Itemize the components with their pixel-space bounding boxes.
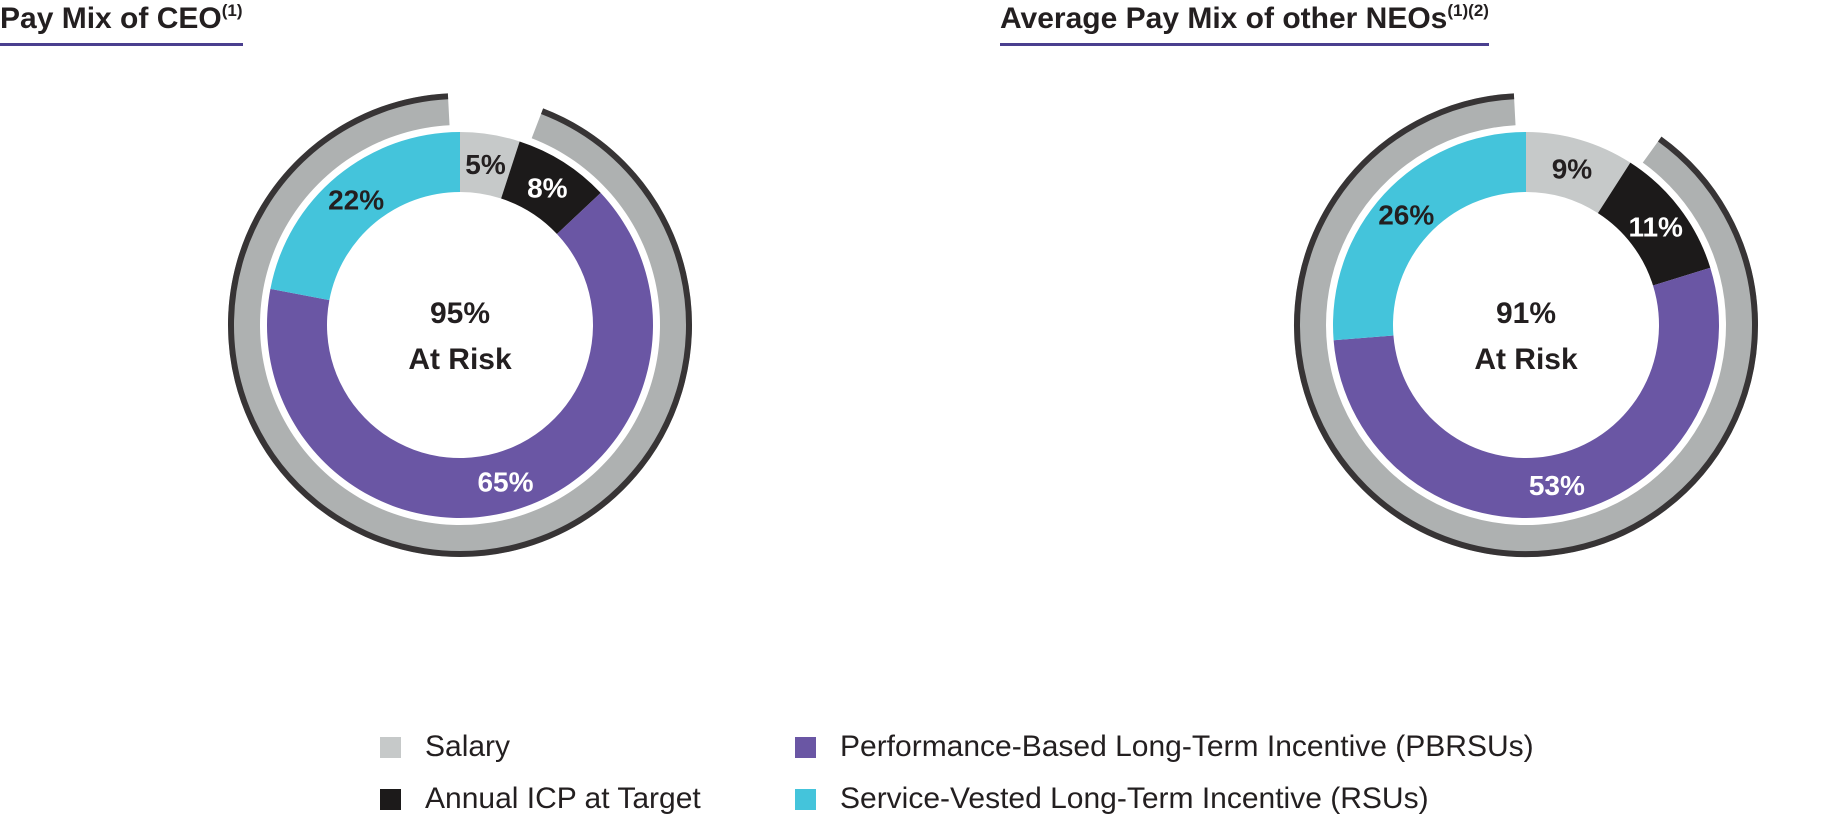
- chart-title-neo-text: Average Pay Mix of other NEOs: [1000, 2, 1448, 35]
- slice-label-neo-icp: 11%: [1628, 211, 1683, 242]
- legend-label-pbrsu: Performance-Based Long-Term Incentive (P…: [840, 730, 1534, 763]
- slice-label-ceo-icp: 8%: [527, 172, 568, 203]
- chart-title-neo: Average Pay Mix of other NEOs(1)(2): [1000, 0, 1489, 46]
- slice-ceo-pbrsu: [267, 192, 653, 518]
- slice-neo-rsu: [1333, 132, 1526, 341]
- chart-title-neo-footnote: (1)(2): [1447, 1, 1489, 20]
- donut-ceo: 5% 8% 65% 22% 95% At Risk: [227, 93, 692, 558]
- slice-ceo-icp: [501, 141, 601, 234]
- slice-neo-salary: [1526, 132, 1631, 214]
- slice-ceo-rsu: [270, 132, 460, 301]
- center-value-neo: 91%: [1496, 297, 1556, 330]
- slice-neo-pbrsu: [1333, 267, 1719, 518]
- legend-swatch-icp: [380, 788, 401, 810]
- chart-title-ceo-footnote: (1): [221, 1, 243, 20]
- legend-item-pbrsu: Performance-Based Long-Term Incentive (P…: [795, 728, 1534, 766]
- slice-neo-icp: [1597, 162, 1711, 286]
- chart-title-ceo: Pay Mix of CEO(1): [0, 0, 243, 46]
- center-value-ceo: 95%: [430, 297, 490, 330]
- legend-label-salary: Salary: [425, 730, 511, 763]
- legend-item-rsu: Service-Vested Long-Term Incentive (RSUs…: [795, 780, 1429, 818]
- legend-swatch-rsu: [795, 788, 816, 810]
- center-label-neo: At Risk: [1474, 343, 1578, 376]
- legend-item-icp: Annual ICP at Target: [380, 780, 701, 818]
- legend-label-icp: Annual ICP at Target: [425, 782, 701, 815]
- legend-label-rsu: Service-Vested Long-Term Incentive (RSUs…: [840, 782, 1429, 815]
- legend-item-salary: Salary: [380, 728, 510, 766]
- slice-label-neo-rsu: 26%: [1378, 199, 1434, 230]
- at-risk-ring-edge-ceo: [228, 93, 692, 557]
- slice-label-neo-salary: 9%: [1552, 154, 1593, 185]
- slice-label-ceo-rsu: 22%: [328, 184, 384, 215]
- legend-swatch-salary: [380, 736, 401, 758]
- chart-title-ceo-text: Pay Mix of CEO: [0, 2, 222, 35]
- slice-ceo-salary: [460, 132, 520, 199]
- donut-neo: 9% 11% 53% 26% 91% At Risk: [1293, 93, 1758, 557]
- at-risk-ring-edge-neo: [1294, 93, 1758, 557]
- legend-swatch-pbrsu: [795, 736, 816, 758]
- slice-label-neo-pbrsu: 53%: [1529, 470, 1585, 501]
- slice-label-ceo-pbrsu: 65%: [477, 467, 533, 498]
- center-label-ceo: At Risk: [408, 343, 512, 376]
- slice-label-ceo-salary: 5%: [465, 149, 506, 180]
